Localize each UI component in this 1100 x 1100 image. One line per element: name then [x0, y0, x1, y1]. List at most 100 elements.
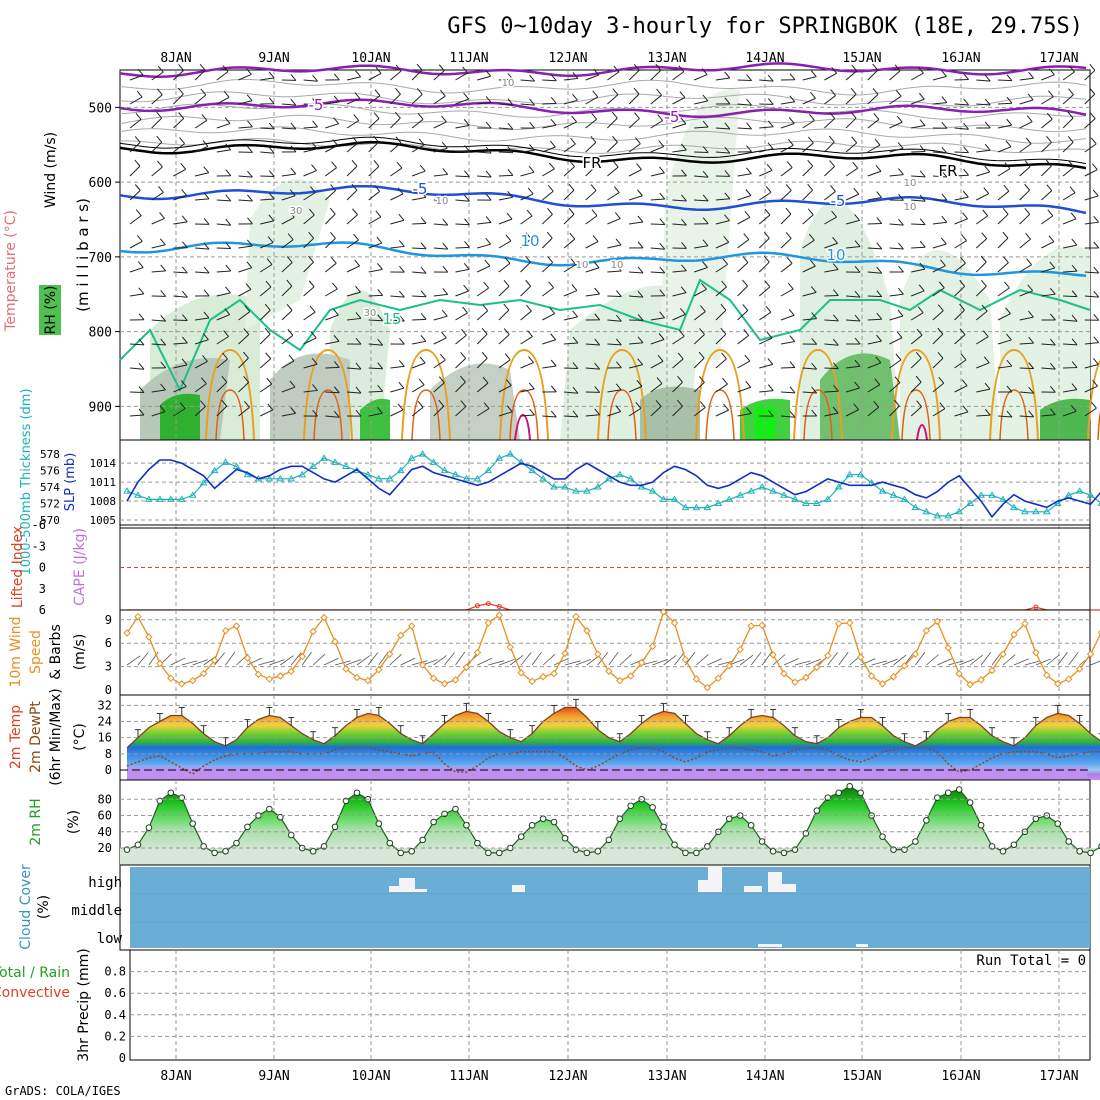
rh2m-point	[955, 786, 963, 793]
wind-barb	[845, 409, 859, 417]
wind-barb	[281, 412, 296, 417]
wind10m-point	[648, 642, 657, 651]
rh2m-point	[671, 841, 678, 849]
wind-barb	[346, 165, 358, 177]
thickness-point	[232, 462, 241, 469]
wind-barb	[659, 289, 666, 297]
wind-barb	[737, 173, 752, 177]
temp-contour-orange	[303, 348, 353, 441]
wind10m-point	[243, 654, 252, 662]
wind-barb	[181, 336, 188, 344]
wind-barb	[788, 308, 795, 316]
wind-barb	[390, 295, 405, 298]
wind-barb	[138, 313, 145, 321]
wind-barb	[541, 190, 554, 201]
wind-barb	[325, 288, 338, 297]
wind-barb	[607, 389, 622, 393]
wind-barb	[780, 167, 793, 177]
wind-barb	[355, 362, 362, 370]
wind-barb	[194, 145, 209, 153]
wind10m-point	[1064, 675, 1073, 683]
thickness-point	[331, 458, 339, 465]
wind-barb	[854, 290, 861, 298]
thickness-point	[812, 499, 821, 507]
wind-barb	[268, 214, 275, 222]
thickness-point	[823, 495, 832, 502]
wind-barb	[961, 234, 967, 242]
wind-barb	[1041, 343, 1056, 346]
wind-barb	[629, 342, 644, 345]
wind10m-barb	[630, 658, 646, 666]
wind-barb	[310, 331, 317, 339]
wind10m-barb	[170, 657, 186, 666]
wind-barb	[1049, 261, 1056, 269]
wind-barb	[419, 164, 426, 172]
wind-barb	[724, 122, 731, 130]
wind-barb	[1062, 117, 1074, 129]
wind-barb	[1092, 358, 1099, 365]
wind-barb	[919, 145, 926, 152]
upper-temp-ylabel: Temperature (°C)	[3, 210, 19, 332]
wind-barb	[789, 95, 796, 103]
wind-barb	[681, 264, 687, 272]
wind-barb	[563, 99, 578, 105]
wind-barb	[607, 411, 621, 417]
wind-barb	[1093, 215, 1100, 223]
wind-barb	[281, 262, 293, 273]
wind-barb	[303, 148, 318, 153]
cloud-cover-bar	[389, 886, 399, 892]
wind-barb	[455, 175, 470, 178]
wind-barb	[1041, 118, 1053, 129]
wind-barb	[498, 262, 511, 273]
wind-barb	[506, 405, 513, 413]
wind-barb	[308, 208, 315, 216]
wind-barb	[932, 221, 947, 225]
wind-barb	[585, 414, 600, 417]
wind10m-point	[309, 627, 317, 636]
wind-barb	[498, 411, 513, 417]
rh2m-point	[211, 849, 218, 857]
wind-barb	[199, 63, 206, 71]
wind10m-point	[659, 608, 668, 616]
wind-barb	[194, 406, 206, 417]
wind-barb	[997, 262, 1009, 273]
wind-barb	[585, 118, 597, 129]
wind10m-barb	[937, 658, 953, 666]
rh2m-point	[944, 789, 952, 797]
wind-barb	[265, 280, 272, 288]
wind-barb	[594, 408, 601, 416]
precip-tick-label: 0.4	[104, 1008, 126, 1022]
wind-barb	[202, 355, 208, 362]
wind-barb	[802, 367, 817, 370]
slp-ylabel: SLP (mb)	[63, 453, 78, 512]
wind10m-barb	[969, 654, 983, 666]
wind-barb	[503, 303, 510, 311]
wind-barb	[802, 391, 817, 394]
cloud-level-label: middle	[71, 903, 122, 919]
wind-barb	[1062, 94, 1074, 105]
wind-barb	[1048, 235, 1055, 243]
wind-barb	[694, 245, 709, 249]
wind-barb	[832, 338, 839, 346]
wind-barb	[433, 293, 448, 297]
wind10m-barb	[269, 659, 285, 666]
wind-barb	[173, 195, 187, 201]
wind-barb	[672, 292, 687, 297]
wind-barb	[225, 169, 232, 177]
wind-barb	[911, 98, 925, 105]
wind-barb	[650, 146, 664, 153]
wind-barb	[441, 331, 447, 339]
wind-barb	[984, 382, 991, 390]
wind-barb	[807, 208, 814, 216]
wind-barb	[916, 328, 923, 336]
wind-barb	[325, 366, 340, 369]
wind-barb	[963, 146, 969, 153]
wind-barb	[412, 222, 427, 225]
wind-barb	[932, 151, 947, 154]
wind10m-point	[188, 676, 197, 685]
wind10m-point	[889, 673, 898, 681]
wind10m-point	[156, 659, 164, 668]
wind-barb	[1028, 71, 1034, 79]
precip-tick-label: 0.8	[104, 965, 126, 979]
